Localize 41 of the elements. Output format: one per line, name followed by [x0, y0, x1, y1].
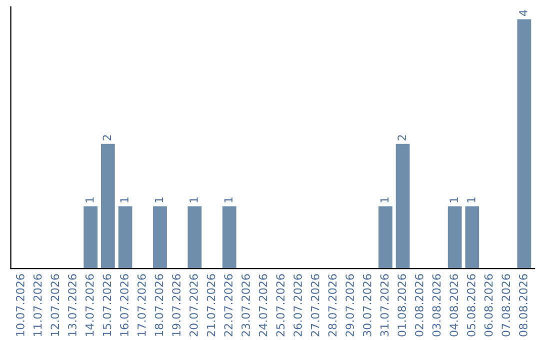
x-tick-label: 23.07.2026: [242, 274, 250, 336]
x-tick-label: 26.07.2026: [294, 274, 302, 336]
x-tick-label: 06.08.2026: [484, 274, 493, 336]
x-tick-label: 29.07.2026: [346, 274, 354, 336]
data-label: 1: [450, 197, 458, 202]
x-tick-label: 10.07.2026: [16, 274, 24, 336]
data-label: 1: [86, 197, 94, 202]
x-tick-label: 24.07.2026: [258, 274, 268, 336]
x-tick-label: 31.07.2026: [380, 274, 389, 336]
x-tick-label: 02.08.2026: [414, 274, 424, 336]
x-tick-label: 11.07.2026: [33, 274, 42, 336]
data-label: 4: [519, 10, 528, 16]
data-label: 1: [190, 197, 198, 202]
x-tick-label: 15.07.2026: [102, 274, 112, 336]
x-tick-label: 30.07.2026: [362, 274, 372, 336]
data-label: 2: [102, 135, 111, 140]
x-tick-label: 27.07.2026: [310, 274, 320, 336]
data-label: 2: [398, 135, 406, 140]
x-tick-label: 01.08.2026: [398, 274, 406, 336]
x-tick-label: 20.07.2026: [189, 274, 198, 336]
data-label: 1: [154, 197, 164, 202]
x-tick-label: 25.07.2026: [276, 274, 285, 336]
x-tick-label: 04.08.2026: [450, 274, 458, 336]
data-label: 1: [380, 197, 389, 202]
x-tick-label: 05.08.2026: [466, 274, 476, 336]
data-label: 1: [120, 197, 128, 202]
x-tick-label: 18.07.2026: [154, 274, 164, 336]
x-tick-label: 12.07.2026: [50, 274, 60, 336]
x-tick-label: 22.07.2026: [224, 274, 233, 336]
x-tick-label: 08.08.2026: [519, 274, 528, 336]
x-tick-label: 03.08.2026: [432, 274, 441, 336]
x-tick-label: 28.07.2026: [328, 274, 337, 336]
data-label: 1: [224, 197, 232, 202]
x-tick-label: 17.07.2026: [137, 274, 146, 336]
x-tick-label: 19.07.2026: [172, 274, 181, 336]
x-tick-label: 16.07.2026: [120, 274, 128, 336]
x-tick-label: 14.07.2026: [85, 274, 94, 336]
x-tick-label: 21.07.2026: [206, 274, 216, 336]
x-tick-label: 07.08.2026: [502, 274, 510, 336]
data-label: 1: [467, 197, 476, 202]
x-tick-label: 13.07.2026: [68, 274, 76, 336]
